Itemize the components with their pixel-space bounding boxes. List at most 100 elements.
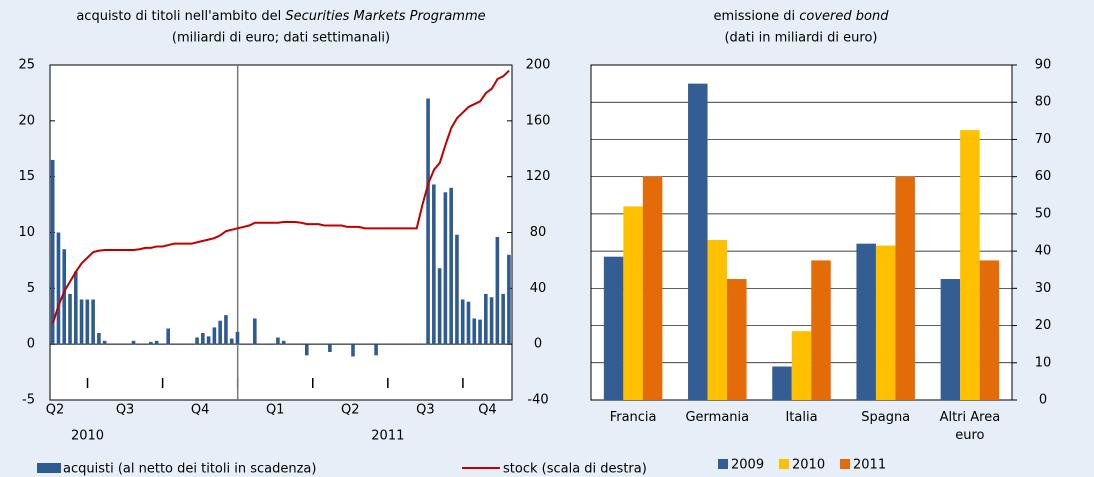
y2-tick-label: 80: [530, 225, 547, 240]
bar: [811, 260, 831, 400]
right-title: emissione di covered bond: [714, 9, 890, 24]
bar: [206, 336, 211, 345]
bar: [201, 333, 205, 345]
bar: [495, 236, 500, 345]
legend-label: 2011: [853, 458, 886, 473]
y-tick-label: 10: [1035, 355, 1052, 370]
bar: [688, 83, 708, 400]
bar: [895, 176, 915, 400]
bar: [979, 260, 1000, 400]
y-tick-label: 25: [18, 58, 35, 73]
x-tick-label: Altri Area euro: [939, 410, 1001, 443]
y2-tick-label: 120: [526, 169, 551, 184]
bar: [472, 318, 477, 345]
bar: [68, 293, 72, 345]
bar: [79, 299, 84, 345]
legend-swatch: [779, 459, 789, 469]
bar: [501, 293, 505, 345]
left-title: acquisto di titoli nell'ambito del Secur…: [76, 9, 485, 24]
bar: [235, 331, 240, 345]
quarter-label: Q2: [46, 403, 65, 418]
bar: [960, 130, 980, 400]
y-tick-label: 20: [1035, 318, 1052, 333]
bar: [97, 333, 101, 345]
bar: [56, 232, 61, 345]
bar: [623, 206, 643, 400]
bar: [131, 340, 136, 345]
bar: [62, 249, 67, 345]
right-subtitle: (dati in miliardi di euro): [724, 31, 877, 46]
y2-tick-label: 0: [534, 337, 542, 352]
bar: [426, 98, 430, 345]
bar: [218, 320, 222, 345]
bar: [50, 159, 55, 345]
y-tick-label: 0: [27, 337, 35, 352]
bar: [351, 344, 355, 357]
bar: [642, 176, 663, 400]
bar: [276, 337, 280, 345]
bar: [449, 187, 453, 345]
bar: [507, 254, 511, 345]
bar: [281, 340, 286, 345]
quarter-label: Q2: [341, 403, 360, 418]
bar: [91, 299, 95, 345]
bar: [437, 268, 442, 345]
y-tick-label: 40: [1035, 244, 1052, 259]
y-tick-label: 60: [1035, 169, 1052, 184]
legend-swatch: [718, 459, 728, 469]
bar: [727, 279, 747, 400]
x-tick-label: Germania: [685, 410, 750, 425]
quarter-label: Q1: [266, 403, 285, 418]
y2-tick-label: 40: [530, 281, 547, 296]
bar: [875, 245, 896, 400]
bar: [772, 366, 792, 400]
y-tick-label: -5: [22, 393, 35, 408]
bar: [443, 192, 448, 345]
x-tick-label: Italia: [785, 410, 818, 425]
bar: [707, 239, 728, 400]
quarter-label: Q4: [478, 403, 497, 418]
bar: [484, 293, 488, 345]
y-tick-label: 70: [1035, 132, 1052, 147]
bar: [85, 299, 90, 345]
bar: [478, 319, 482, 345]
title-text: emissione di: [714, 9, 796, 24]
legend-label: 2009: [731, 458, 764, 473]
x-tick-label: Francia: [609, 410, 657, 425]
bar: [224, 315, 228, 345]
quarter-label: Q4: [191, 403, 210, 418]
y-tick-label: 30: [1035, 281, 1052, 296]
legend-label: acquisti (al netto dei titoli in scadenz…: [63, 462, 316, 477]
y-tick-label: 5: [27, 281, 35, 296]
y-tick-label: 0: [1039, 393, 1047, 408]
y-tick-label: 50: [1035, 206, 1052, 221]
bar: [166, 328, 170, 345]
y-tick-label: 90: [1035, 58, 1052, 73]
title-italic: Securities Markets Programme: [285, 9, 485, 24]
x-tick-label: Spagna: [861, 410, 911, 425]
bar: [432, 184, 436, 345]
bar: [328, 344, 332, 352]
bar: [791, 331, 812, 400]
legend-swatch: [37, 463, 61, 473]
y-tick-label: 20: [18, 113, 35, 128]
bar: [940, 279, 961, 400]
legend-swatch: [840, 459, 850, 469]
bar: [466, 301, 471, 345]
bar: [304, 344, 309, 356]
bar: [455, 234, 459, 345]
bar: [212, 327, 217, 345]
bar: [489, 297, 494, 345]
quarter-label: Q3: [116, 403, 135, 418]
legend-label: 2010: [792, 458, 825, 473]
year-label: 2011: [371, 429, 404, 444]
bar: [229, 338, 234, 345]
title-italic: covered bond: [799, 9, 889, 24]
year-label: 2010: [71, 429, 104, 444]
bar: [154, 340, 159, 345]
bar: [253, 318, 257, 345]
bar: [374, 344, 378, 356]
quarter-label: Q3: [416, 403, 435, 418]
y2-tick-label: -40: [527, 393, 548, 408]
